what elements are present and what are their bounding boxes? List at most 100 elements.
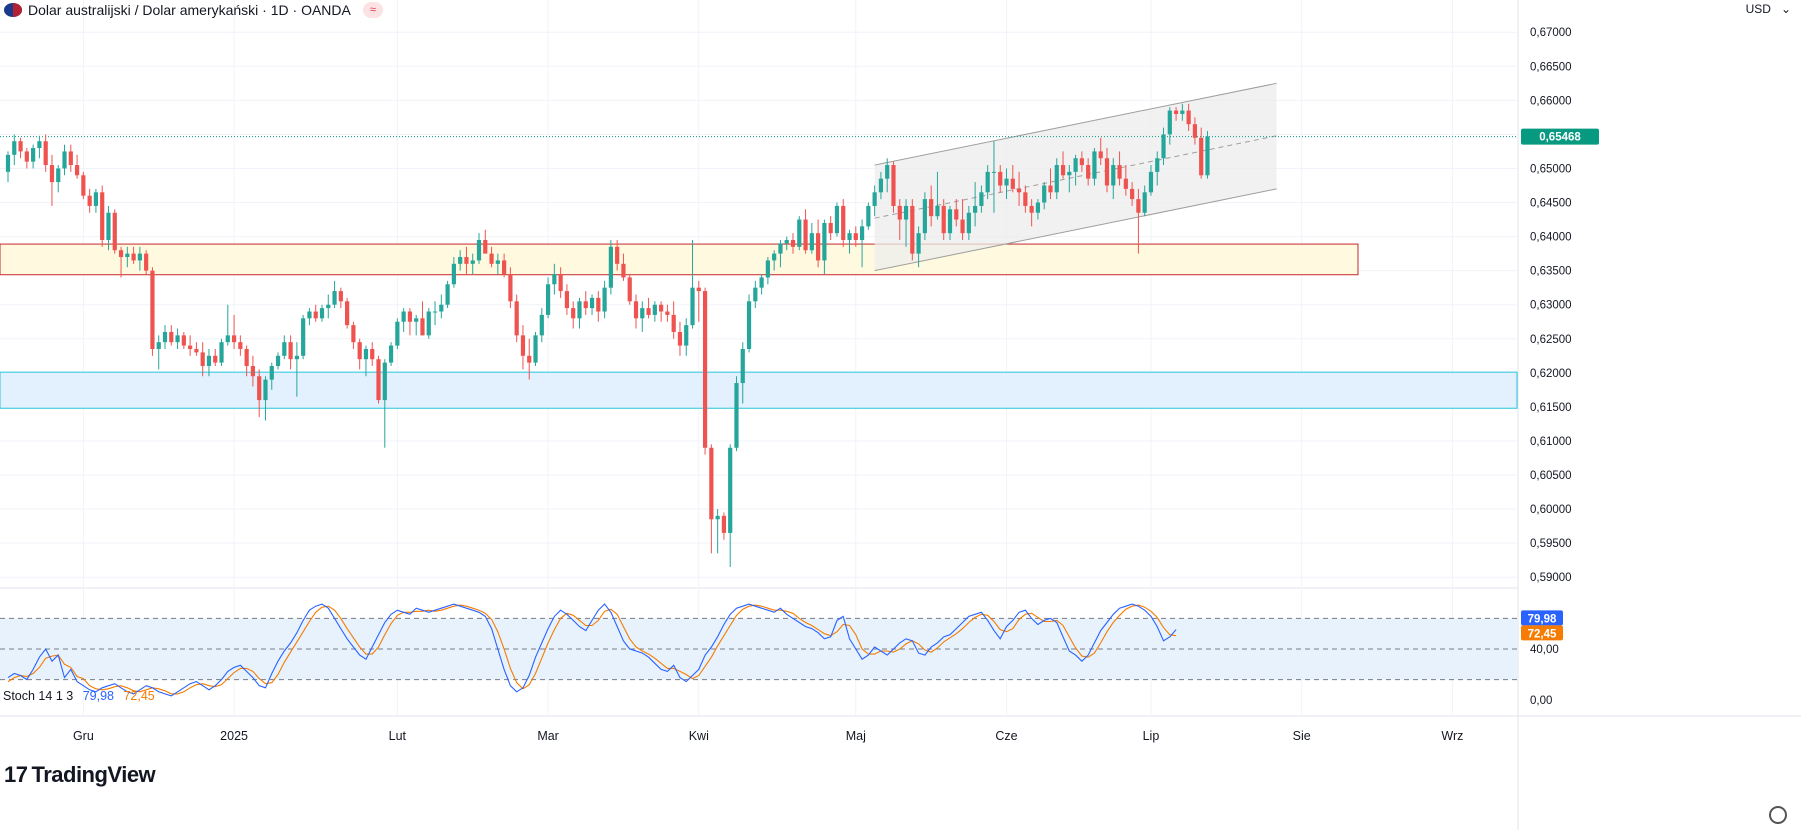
stochastic-d-line	[7, 604, 1177, 695]
candle-body	[677, 331, 683, 346]
time-tick-label: Mar	[537, 729, 559, 743]
candle-body	[809, 233, 814, 251]
time-tick-label: Cze	[995, 729, 1017, 743]
trend-channel-lower	[874, 188, 1277, 272]
candle-body	[621, 263, 626, 278]
candle-body	[721, 515, 727, 533]
candle-body	[539, 314, 544, 336]
candle-body	[734, 383, 739, 448]
candle-body	[803, 219, 808, 251]
currency-flag-icon	[4, 3, 22, 17]
candle-body	[363, 348, 369, 360]
candle-body	[445, 284, 450, 305]
stochastic-legend[interactable]: Stoch 14 1 3 79,98 72,45	[3, 689, 155, 703]
candle-body	[552, 274, 557, 285]
candle-body	[225, 335, 230, 343]
price-tick-label: 0,66500	[1530, 61, 1572, 73]
candle-body	[652, 304, 657, 315]
candle-body	[106, 212, 111, 240]
candle-body	[772, 253, 777, 261]
candle-body	[1042, 185, 1047, 203]
candle-body	[18, 141, 23, 152]
symbol-title[interactable]: Dolar australijski / Dolar amerykański ·…	[28, 2, 351, 18]
candle-body	[68, 151, 73, 166]
candle-body	[1130, 188, 1135, 200]
candle-body	[1192, 124, 1198, 138]
candle-body	[62, 151, 67, 169]
candle-body	[1111, 165, 1116, 186]
candle-body	[1079, 158, 1084, 166]
candle-body	[1148, 171, 1154, 193]
candle-body	[715, 515, 720, 520]
candle-body	[49, 165, 55, 183]
candle-body	[891, 165, 896, 206]
gear-icon[interactable]	[1769, 806, 1787, 824]
candle-body	[564, 291, 570, 309]
chevron-down-icon: ⌄	[1780, 2, 1791, 16]
candle-body	[545, 284, 551, 315]
candle-body	[571, 308, 576, 319]
candle-body	[702, 291, 708, 448]
chart-header: Dolar australijski / Dolar amerykański ·…	[0, 0, 383, 20]
data-delay-badge[interactable]: ≈	[362, 2, 383, 18]
candle-body	[244, 348, 249, 367]
candle-body	[294, 355, 299, 360]
tradingview-logo-icon: 17	[4, 762, 28, 787]
candle-body	[213, 355, 218, 363]
candle-body	[156, 342, 161, 349]
candle-body	[282, 342, 287, 356]
candle-body	[100, 192, 105, 240]
candle-body	[659, 304, 664, 312]
candle-body	[916, 233, 921, 254]
candle-body	[24, 151, 29, 162]
price-tick-label: 0,65000	[1530, 163, 1572, 175]
candle-body	[301, 318, 306, 356]
candle-body	[878, 178, 884, 193]
candle-body	[93, 192, 99, 206]
candle-body	[627, 277, 632, 302]
candle-body	[1186, 110, 1191, 125]
candle-body	[87, 195, 92, 206]
candle-body	[313, 311, 318, 319]
candle-body	[357, 342, 362, 360]
stochastic-d-tag	[1521, 625, 1563, 641]
candle-body	[778, 243, 783, 254]
candle-body	[1023, 192, 1028, 206]
price-tick-label: 0,61500	[1530, 402, 1572, 414]
candle-body	[759, 277, 764, 288]
candle-body	[822, 222, 827, 261]
candle-body	[420, 318, 425, 336]
time-tick-label: Maj	[846, 729, 866, 743]
candle-body	[137, 253, 142, 261]
candle-body	[1048, 185, 1053, 193]
candle-body	[269, 366, 274, 380]
candle-body	[709, 447, 714, 520]
candle-body	[125, 253, 130, 258]
candle-body	[470, 260, 475, 264]
candle-body	[935, 205, 940, 217]
candle-body	[5, 154, 11, 172]
candle-body	[797, 219, 802, 247]
candle-body	[257, 376, 262, 401]
candle-body	[1010, 178, 1015, 189]
candle-body	[684, 325, 689, 346]
candle-body	[1161, 134, 1166, 159]
stochastic-tick-label: 0,00	[1530, 695, 1552, 707]
stochastic-d-tag-label: 72,45	[1528, 628, 1557, 640]
candle-body	[263, 379, 268, 401]
candle-body	[1123, 178, 1128, 189]
price-tick-label: 0,62000	[1530, 368, 1572, 380]
time-tick-label: Lut	[389, 729, 407, 743]
candle-body	[834, 205, 840, 234]
candle-body	[426, 311, 431, 336]
candle-body	[577, 301, 582, 319]
currency-selector[interactable]: USD ⌄	[1746, 2, 1791, 16]
candle-body	[169, 331, 174, 343]
price-tick-label: 0,60000	[1530, 504, 1572, 516]
candle-body	[118, 250, 124, 258]
candle-body	[903, 205, 909, 220]
time-tick-label: Sie	[1293, 729, 1311, 743]
tradingview-logo[interactable]: 17 TradingView	[4, 762, 156, 788]
price-tick-label: 0,63000	[1530, 300, 1572, 312]
